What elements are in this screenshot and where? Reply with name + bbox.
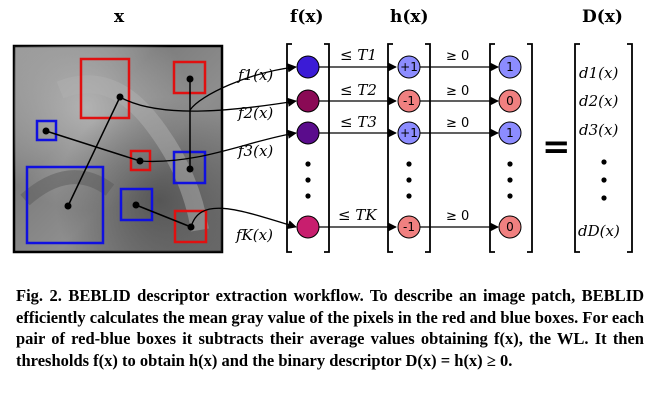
f-labels: f1(x) f2(x) f3(x) fK(x) (235, 66, 273, 244)
f-circle-3 (296, 121, 320, 145)
bit-value-1: 1 (506, 60, 514, 74)
threshold-k: ≤ TK (338, 206, 377, 224)
row-arrows (319, 62, 499, 232)
bit-value-3: 1 (506, 126, 514, 140)
f-circle-k (296, 215, 320, 239)
header-d: D(x) (582, 7, 623, 27)
f-label-k: fK(x) (235, 226, 273, 244)
h-value-1: +1 (400, 60, 418, 74)
bit-circle-k (498, 215, 522, 239)
f-label-1: f1(x) (237, 66, 273, 84)
h-circle-k (397, 215, 421, 239)
d-label-3: d3(x) (579, 121, 618, 139)
brackets (286, 43, 633, 253)
h-value-2: -1 (403, 94, 415, 108)
bit-circle-2 (498, 89, 522, 113)
d-label-1: d1(x) (579, 64, 618, 82)
h-value-k: -1 (403, 220, 415, 234)
bit-value-2: 0 (506, 94, 514, 108)
h-circles: +1 -1 +1 -1 (397, 55, 421, 239)
bit-circle-3 (498, 121, 522, 145)
f-circles (296, 55, 320, 239)
geq-1: ≥ 0 (446, 49, 469, 64)
geq-labels: ≥ 0 ≥ 0 ≥ 0 ≥ 0 (446, 49, 469, 224)
box-pair-1 (25, 57, 131, 245)
header-f: f(x) (290, 7, 324, 27)
geq-3: ≥ 0 (446, 116, 469, 131)
box-pair-3 (35, 119, 152, 172)
d-label-2: d2(x) (579, 92, 618, 110)
f-label-3: f3(x) (237, 142, 273, 160)
descriptor-labels: d1(x) d2(x) d3(x) dD(x) (578, 64, 620, 240)
h-value-3: +1 (400, 126, 418, 140)
f-circle-2 (296, 89, 320, 113)
threshold-2: ≤ T2 (340, 81, 377, 99)
pair-connectors (119, 63, 297, 229)
threshold-3: ≤ T3 (340, 113, 377, 131)
bit-circles: 1 0 1 0 (498, 55, 522, 239)
geq-2: ≥ 0 (446, 84, 469, 99)
ellipsis-dots (305, 159, 607, 201)
bit-value-k: 0 (506, 220, 514, 234)
h-circle-1 (397, 55, 421, 79)
f-label-2: f2(x) (237, 104, 273, 122)
box-pair-2 (172, 60, 207, 185)
header-x: x (114, 7, 125, 27)
figure-caption: Fig. 2. BEBLID descriptor extraction wor… (16, 286, 644, 370)
thresholds: ≤ T1 ≤ T2 ≤ T3 ≤ TK (338, 46, 377, 224)
h-circle-2 (397, 89, 421, 113)
d-label-d: dD(x) (578, 222, 620, 240)
threshold-1: ≤ T1 (340, 46, 377, 64)
bit-circle-1 (498, 55, 522, 79)
header-h: h(x) (390, 7, 429, 27)
geq-k: ≥ 0 (446, 209, 469, 224)
workflow-diagram: x f(x) h(x) D(x) (12, 7, 633, 254)
equals-sign: = (542, 127, 571, 167)
h-circle-3 (397, 121, 421, 145)
f-circle-1 (296, 55, 320, 79)
